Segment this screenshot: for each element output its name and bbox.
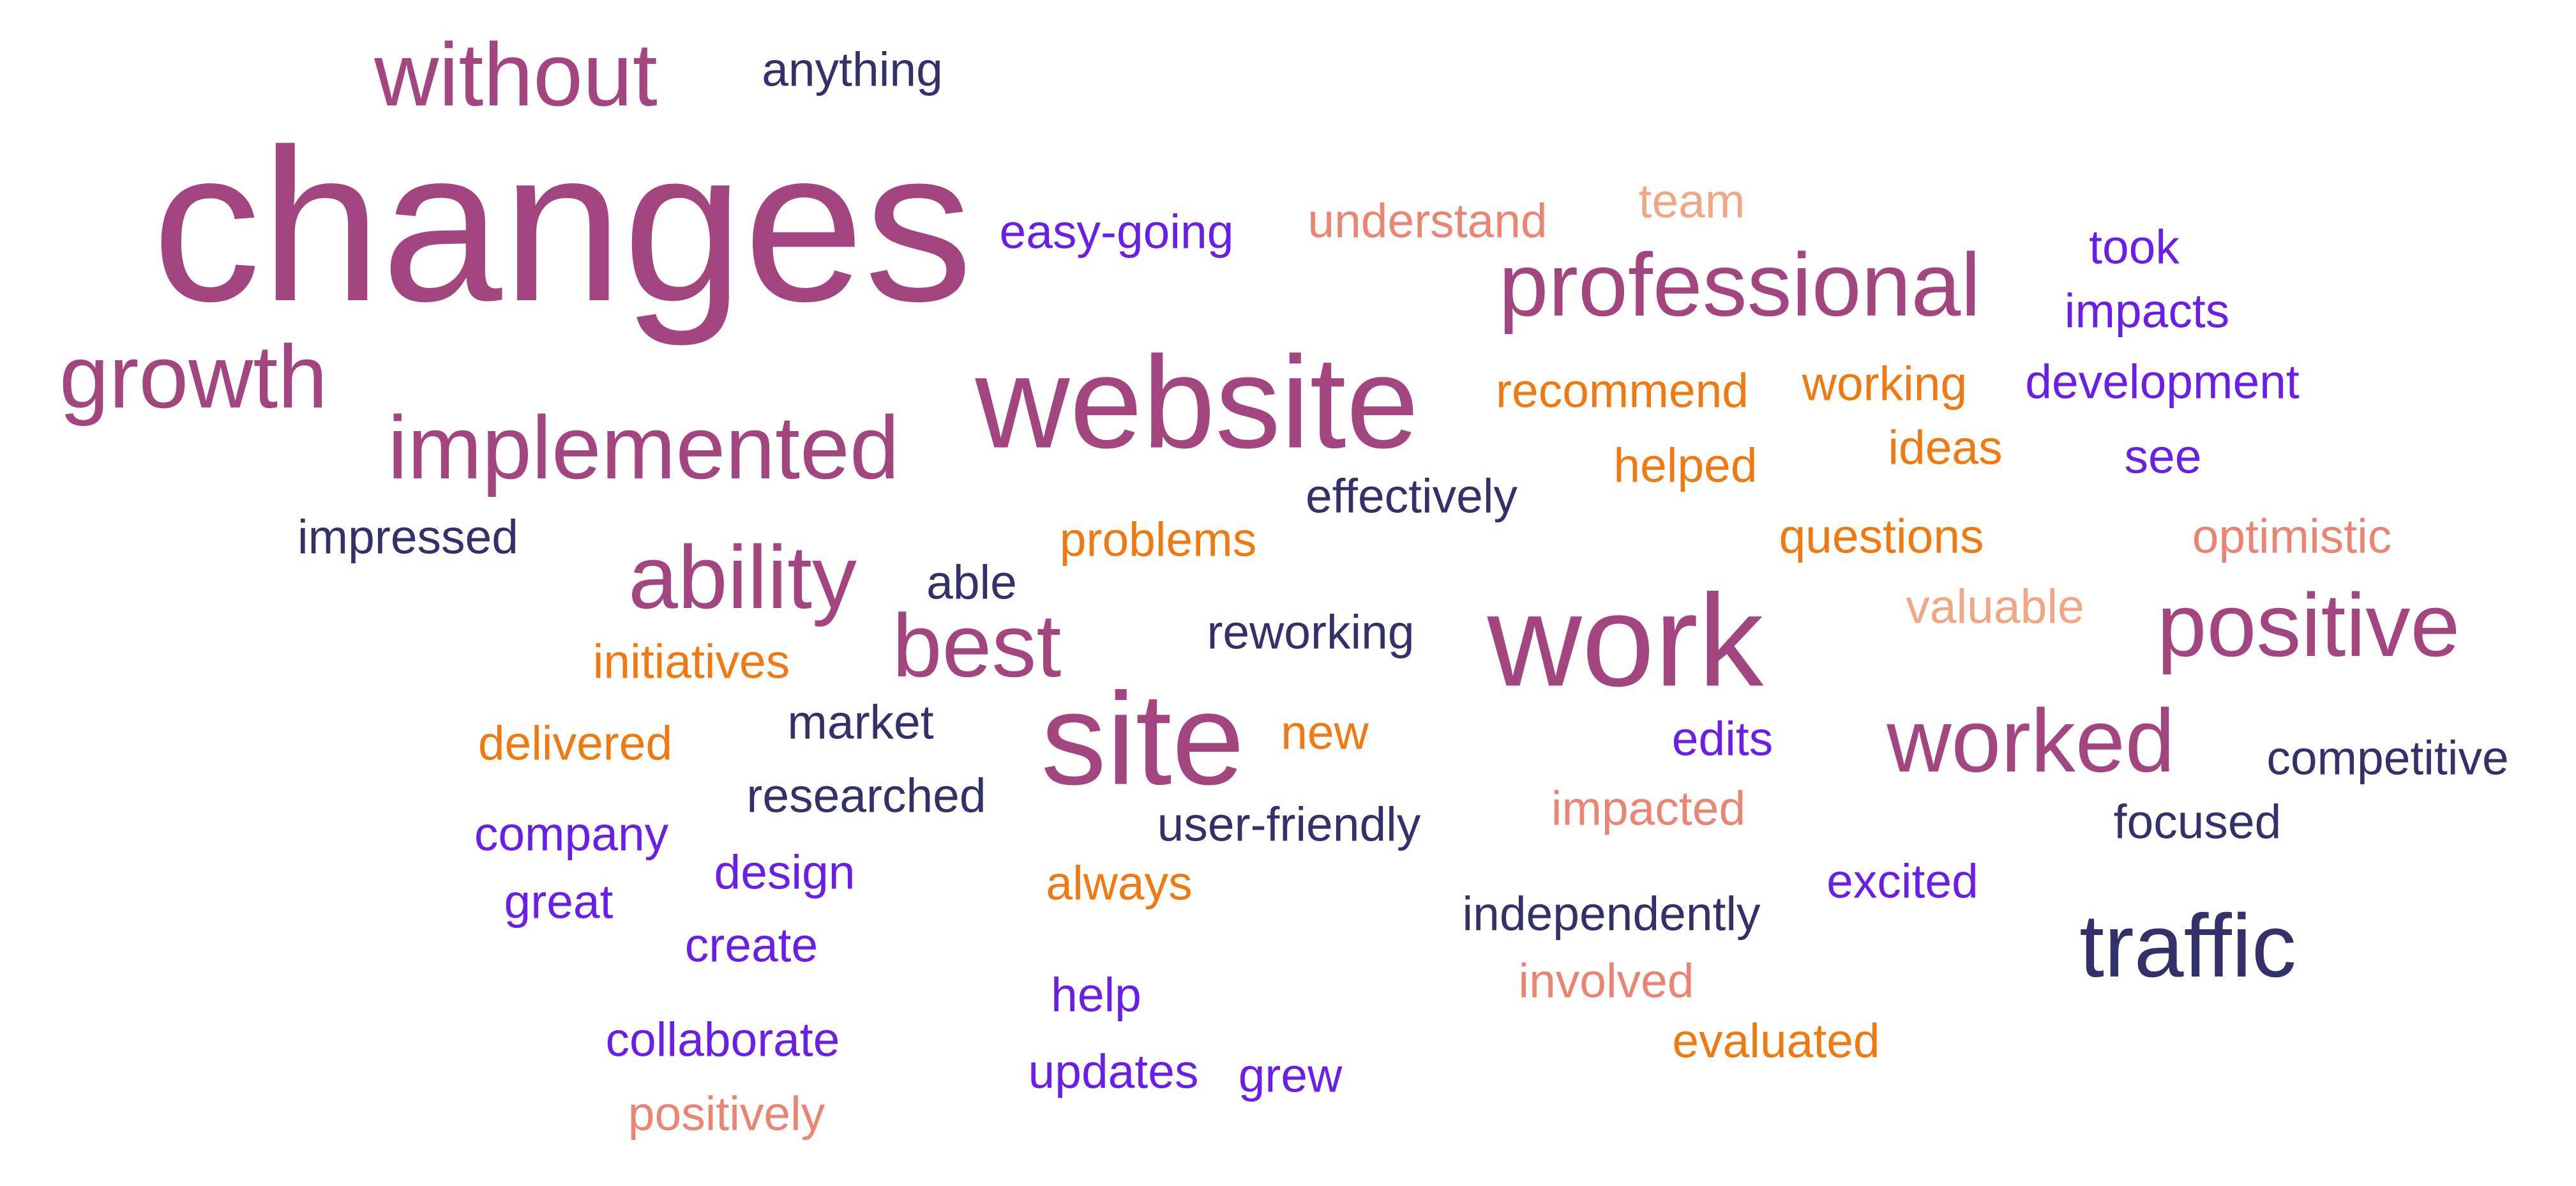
word-took: took — [2089, 220, 2180, 274]
word-growth: growth — [59, 326, 328, 427]
word-implemented: implemented — [388, 397, 900, 498]
word-anything: anything — [762, 42, 943, 96]
word-valuable: valuable — [1906, 579, 2084, 634]
word-traffic: traffic — [2079, 895, 2296, 996]
word-market: market — [787, 695, 934, 749]
word-help: help — [1051, 968, 1141, 1022]
word-effectively: effectively — [1305, 469, 1518, 523]
word-delivered: delivered — [478, 716, 673, 770]
word-competitive: competitive — [2266, 731, 2509, 785]
word-create: create — [684, 918, 818, 972]
word-development: development — [2025, 354, 2300, 409]
word-new: new — [1281, 705, 1369, 759]
word-recommend: recommend — [1496, 363, 1749, 418]
word-working: working — [1802, 356, 1968, 411]
word-questions: questions — [1779, 509, 1984, 563]
word-see: see — [2124, 429, 2202, 483]
word-great: great — [504, 874, 614, 929]
word-focused: focused — [2113, 794, 2282, 849]
word-positively: positively — [628, 1086, 825, 1141]
word-impacted: impacted — [1551, 781, 1746, 835]
word-updates: updates — [1028, 1044, 1199, 1099]
word-worked: worked — [1887, 690, 2175, 791]
word-understand: understand — [1307, 194, 1548, 248]
word-positive: positive — [2157, 575, 2460, 675]
word-design: design — [714, 845, 855, 899]
word-reworking: reworking — [1207, 605, 1415, 659]
word-ability: ability — [628, 527, 857, 627]
word-work: work — [1487, 567, 1764, 714]
word-company: company — [474, 807, 669, 861]
word-independently: independently — [1462, 886, 1761, 941]
word-easy-going: easy-going — [999, 204, 1234, 259]
word-problems: problems — [1059, 512, 1257, 566]
word-impressed: impressed — [298, 510, 518, 564]
word-ideas: ideas — [1888, 420, 2003, 475]
word-researched: researched — [746, 768, 986, 823]
word-helped: helped — [1613, 438, 1758, 492]
word-impacts: impacts — [2064, 284, 2230, 338]
word-initiatives: initiatives — [592, 634, 790, 688]
word-edits: edits — [1671, 711, 1774, 766]
word-involved: involved — [1518, 954, 1694, 1008]
word-site: site — [1041, 665, 1245, 812]
word-without: without — [374, 24, 658, 125]
word-optimistic: optimistic — [2192, 509, 2392, 563]
word-excited: excited — [1827, 854, 1978, 908]
word-always: always — [1046, 856, 1193, 910]
word-user-friendly: user-friendly — [1157, 797, 1421, 851]
word-changes: changes — [152, 104, 973, 347]
word-website: website — [975, 329, 1419, 476]
word-able: able — [926, 555, 1017, 609]
word-team: team — [1638, 174, 1745, 228]
word-collaborate: collaborate — [605, 1012, 840, 1067]
word-grew: grew — [1238, 1048, 1343, 1102]
word-professional: professional — [1498, 234, 1981, 335]
word-evaluated: evaluated — [1672, 1014, 1880, 1068]
word-best: best — [892, 595, 1062, 696]
